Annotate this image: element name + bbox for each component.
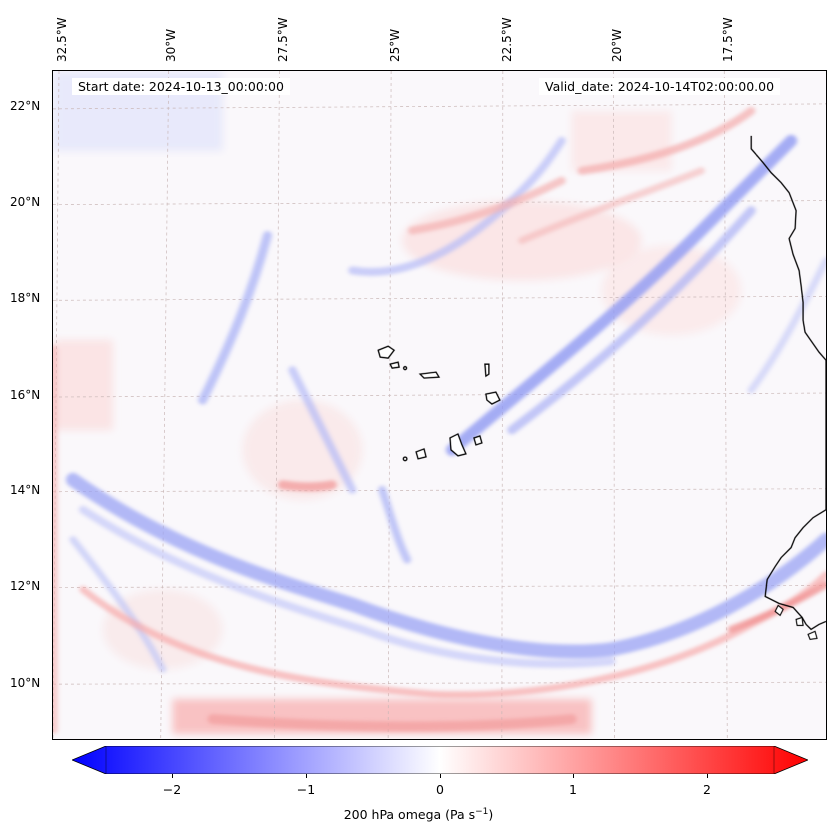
island-maio bbox=[473, 435, 483, 446]
colorbar-tick-label: −2 bbox=[162, 782, 182, 797]
start-date-label: Start date: 2024-10-13_00:00:00 bbox=[72, 78, 290, 95]
lon-label-30w: 30°W bbox=[164, 28, 178, 62]
island-sal bbox=[484, 363, 490, 378]
colorbar-tickmark bbox=[172, 774, 173, 778]
lon-label-17-5w: 17.5°W bbox=[721, 17, 735, 62]
island-fogo bbox=[415, 448, 427, 460]
colorbar-tick-label: 0 bbox=[436, 782, 444, 797]
colorbar-label-exponent: −1 bbox=[475, 807, 489, 817]
island-sao-nicolau bbox=[418, 371, 441, 379]
island-brava bbox=[402, 456, 408, 462]
island-santo-antao bbox=[377, 345, 396, 359]
colorbar-label: 200 hPa omega (Pa s−1) bbox=[0, 807, 837, 822]
african-coastline bbox=[750, 135, 826, 631]
lon-label-25w: 25°W bbox=[388, 28, 402, 62]
colorbar-label-main: 200 hPa omega (Pa s bbox=[343, 807, 476, 823]
negative-omega-bands bbox=[65, 134, 826, 673]
lat-label-12n: 12°N bbox=[10, 579, 41, 593]
positive-omega-bands bbox=[53, 106, 826, 735]
colorbar-fill bbox=[72, 746, 808, 774]
island-sao-vicente bbox=[389, 361, 400, 369]
lon-label-20w: 20°W bbox=[610, 28, 624, 62]
lat-label-16n: 16°N bbox=[10, 388, 41, 402]
lat-label-10n: 10°N bbox=[10, 676, 41, 690]
colorbar-tick-label: −1 bbox=[296, 782, 316, 797]
map-panel bbox=[52, 70, 827, 740]
island-santiago bbox=[449, 433, 467, 457]
lat-label-20n: 20°N bbox=[10, 195, 41, 209]
colorbar-tick-label: 2 bbox=[703, 782, 711, 797]
lat-label-22n: 22°N bbox=[10, 99, 41, 113]
lon-label-27-5w: 27.5°W bbox=[276, 17, 290, 62]
cape-verde-islands bbox=[377, 345, 501, 462]
colorbar-tickmark bbox=[440, 774, 441, 778]
lat-label-14n: 14°N bbox=[10, 483, 41, 497]
omega-field-map bbox=[53, 71, 826, 739]
lon-label-32-5w: 32.5°W bbox=[55, 17, 69, 62]
lon-label-22-5w: 22.5°W bbox=[500, 17, 514, 62]
colorbar bbox=[72, 746, 808, 774]
colorbar-tickmark bbox=[707, 774, 708, 778]
colorbar-tickmark bbox=[306, 774, 307, 778]
colorbar-tick-label: 1 bbox=[569, 782, 577, 797]
lat-label-18n: 18°N bbox=[10, 291, 41, 305]
island-boa-vista bbox=[485, 391, 501, 405]
colorbar-tickmark bbox=[573, 774, 574, 778]
valid-date-label: Valid_date: 2024-10-14T02:00:00.00 bbox=[539, 78, 781, 95]
island-santa-luzia bbox=[402, 365, 408, 371]
colorbar-label-close: ) bbox=[488, 807, 494, 823]
bijagos-islands bbox=[774, 604, 818, 640]
